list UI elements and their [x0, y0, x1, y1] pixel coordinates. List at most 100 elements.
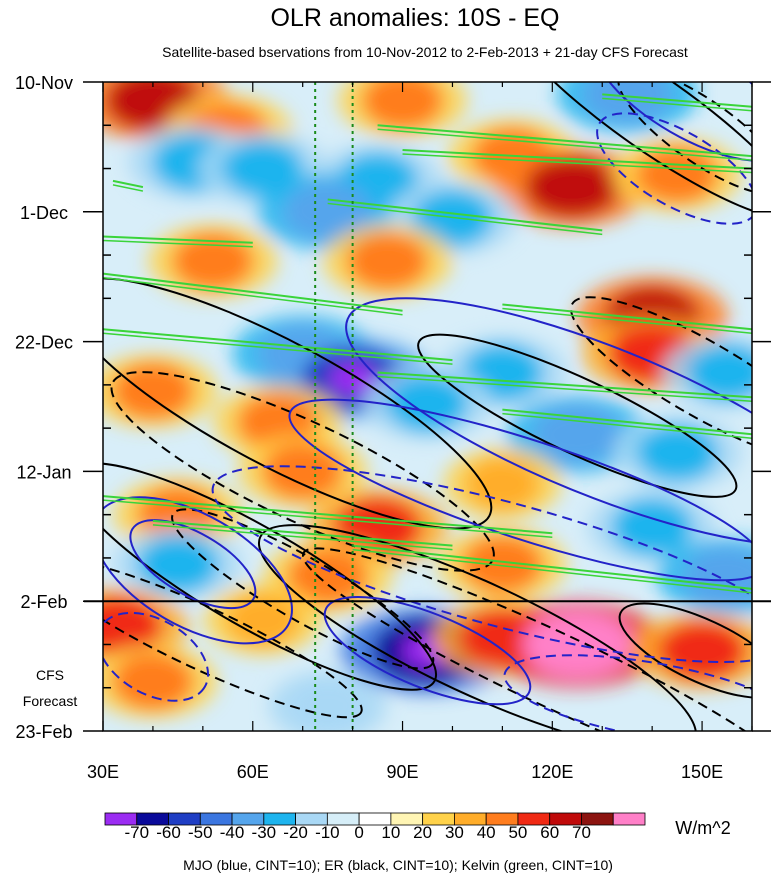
kelvin-contour	[377, 124, 752, 158]
colorbar-label: -30	[252, 823, 277, 842]
y-tick-label: 1-Dec	[20, 203, 68, 223]
kelvin-contour	[152, 524, 453, 551]
kelvin-contour	[502, 303, 752, 331]
y-tick-label: 2-Feb	[20, 592, 67, 612]
x-tick-label: 120E	[531, 762, 573, 782]
kelvin-contour	[327, 198, 603, 232]
kelvin-contour	[112, 179, 144, 189]
x-tick-label: 30E	[87, 762, 119, 782]
kelvin-contour	[402, 153, 752, 174]
chart-title: OLR anomalies: 10S - EQ	[270, 4, 559, 32]
anomaly-blob	[524, 156, 620, 218]
er-contour	[257, 524, 697, 731]
forecast-label-line2: Forecast	[23, 693, 78, 709]
colorbar: -70 -60 -50 -40 -30 -20 -10 0 10 20 30 40 50 60 70	[104, 812, 646, 842]
y-tick-label: 23-Feb	[15, 722, 72, 742]
y-tick-label: 10-Nov	[15, 73, 73, 93]
mjo-contour	[593, 82, 752, 162]
anomaly-blob	[583, 82, 672, 124]
colorbar-label: 20	[413, 823, 432, 842]
anomaly-blob	[172, 232, 254, 290]
anomaly-blob	[347, 232, 429, 290]
plot-frame	[102, 81, 753, 732]
x-tick-label: 150E	[681, 762, 723, 782]
y-axis: 10-Nov 1-Dec 22-Dec 12-Jan 2-Feb 23-Feb	[15, 73, 771, 742]
anomaly-blob	[658, 621, 747, 681]
anomaly-blob	[683, 546, 752, 606]
kelvin-contour	[103, 332, 453, 365]
mjo-contour	[129, 519, 257, 610]
er-contour	[103, 462, 438, 691]
kelvin-contour	[377, 371, 752, 399]
colorbar-units: W/m^2	[675, 818, 730, 838]
y-tick-label: 12-Jan	[16, 462, 71, 482]
colorbar-label: -40	[220, 823, 245, 842]
er-contour	[171, 508, 435, 670]
anomaly-blob	[103, 596, 162, 656]
y-tick-label: 22-Dec	[15, 333, 73, 353]
anomaly-blob	[112, 362, 194, 420]
colorbar-label: 60	[540, 823, 559, 842]
mjo-contour	[345, 297, 752, 547]
anomaly-field	[103, 82, 752, 731]
anomaly-blob	[465, 456, 540, 511]
kelvin-contour	[112, 184, 144, 192]
kelvin-contour	[377, 375, 752, 402]
colorbar-label: -10	[315, 823, 340, 842]
kelvin-contour	[352, 548, 752, 594]
mjo-contour	[103, 611, 210, 702]
kelvin-contour	[103, 499, 553, 538]
anomaly-blob	[283, 182, 372, 242]
anomaly-blob	[362, 82, 443, 129]
colorbar-label: 0	[354, 823, 363, 842]
colorbar-label: -70	[124, 823, 149, 842]
forecast-label-line1: CFS	[36, 667, 64, 683]
er-contour	[103, 558, 363, 719]
kelvin-contour	[502, 412, 752, 440]
mjo-contour	[596, 112, 752, 225]
er-contour	[570, 296, 752, 462]
kelvin-contour	[502, 307, 752, 334]
er-contour	[103, 277, 493, 530]
kelvin-contour	[103, 235, 253, 244]
colorbar-swatch	[612, 812, 646, 826]
colorbar-label: 10	[381, 823, 400, 842]
kelvin-contour	[327, 202, 603, 236]
kelvin-contour	[103, 239, 253, 248]
colorbar-label: 50	[508, 823, 527, 842]
kelvin-contour	[602, 93, 752, 108]
kelvin-contour	[103, 328, 453, 362]
chart-subtitle: Satellite-based bservations from 10-Nov-…	[162, 44, 688, 60]
colorbar-label: 40	[477, 823, 496, 842]
colorbar-label: 30	[445, 823, 464, 842]
x-axis: 30E 60E 90E 120E 150E	[87, 82, 753, 782]
kelvin-contour	[502, 408, 752, 436]
er-contour	[301, 547, 752, 731]
reference-lines	[314, 82, 354, 731]
kelvin-contour	[377, 128, 752, 161]
x-tick-label: 90E	[387, 762, 419, 782]
mjo-contour	[288, 398, 752, 582]
anomaly-blob-core	[552, 627, 602, 662]
anomaly-blob	[137, 535, 219, 593]
mjo-contour	[323, 596, 532, 706]
colorbar-label: -60	[156, 823, 181, 842]
kelvin-contour	[103, 272, 403, 312]
contour-legend-text: MJO (blue, CINT=10); ER (black, CINT=10)…	[183, 857, 613, 873]
x-tick-label: 60E	[237, 762, 269, 782]
colorbar-label: -20	[283, 823, 308, 842]
kelvin-contour	[103, 495, 553, 535]
er-contour	[618, 602, 752, 699]
kelvin-contour	[402, 148, 752, 170]
anomaly-blob	[387, 375, 468, 432]
contour-lines	[103, 82, 752, 731]
kelvin-contour	[352, 544, 752, 590]
anomaly-blob	[686, 344, 752, 401]
plot-area	[103, 82, 752, 731]
colorbar-label: -50	[188, 823, 213, 842]
anomaly-blob	[636, 424, 718, 482]
er-contour	[617, 82, 752, 196]
kelvin-contour	[602, 97, 752, 112]
anomaly-blob	[112, 653, 194, 710]
